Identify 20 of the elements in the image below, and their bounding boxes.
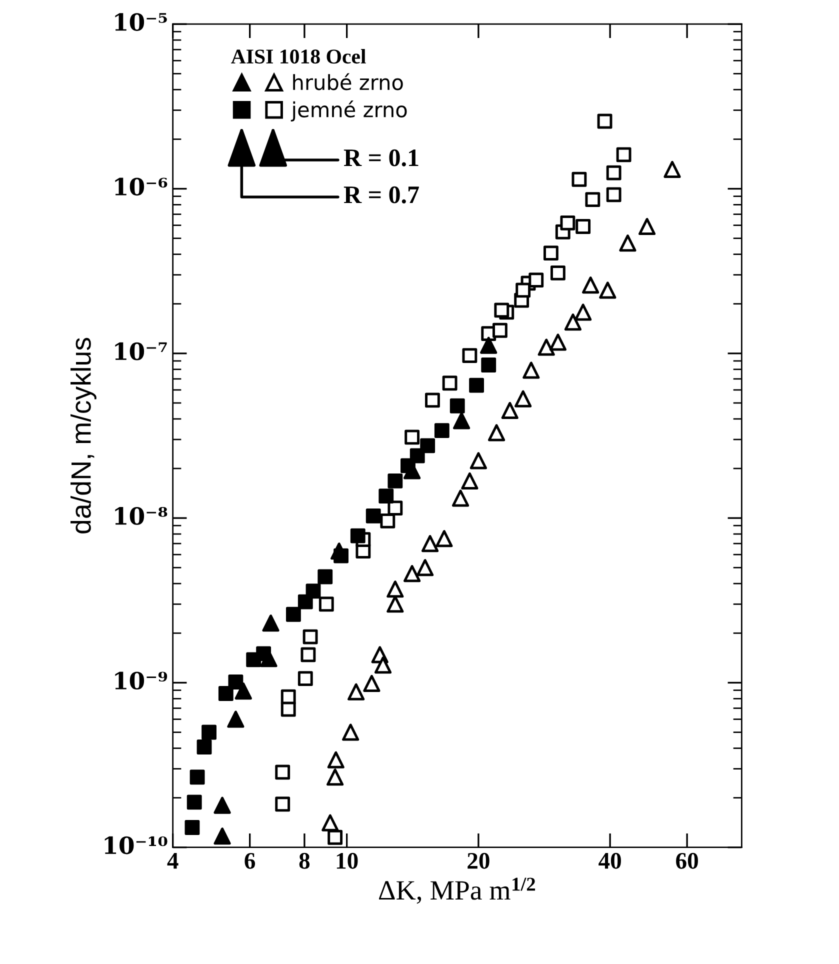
y-tick-label: 10⁻⁶ <box>115 178 168 196</box>
y-axis-title: da/dN, m/cyklus <box>70 338 96 534</box>
x-tick-label: 10 <box>336 852 358 869</box>
y-tick-label: 10⁻¹⁰ <box>104 836 168 854</box>
annotation: R = 0.7 <box>344 186 419 204</box>
legend-label: jemné zrno <box>290 100 407 122</box>
legend-title: AISI 1018 Ocel <box>231 48 366 64</box>
y-tick-label: 10⁻⁵ <box>115 13 167 31</box>
x-tick-label: 60 <box>676 852 698 869</box>
x-tick-label: 6 <box>244 852 256 869</box>
y-tick-label: 10⁻⁷ <box>115 342 167 360</box>
x-tick-label: 40 <box>598 852 621 869</box>
x-tick-label: 20 <box>468 852 490 869</box>
x-tick-label: 4 <box>167 853 178 869</box>
x-tick-label: 8 <box>299 852 310 869</box>
legend-label: hrubé zrno <box>293 73 403 90</box>
y-tick-label: 10⁻⁹ <box>115 672 168 690</box>
annotation: R = 0.1 <box>344 149 418 166</box>
x-axis-title: ΔK, MPa m$^{1/2}$ <box>379 878 536 904</box>
y-tick-label: 10⁻⁸ <box>115 507 168 525</box>
